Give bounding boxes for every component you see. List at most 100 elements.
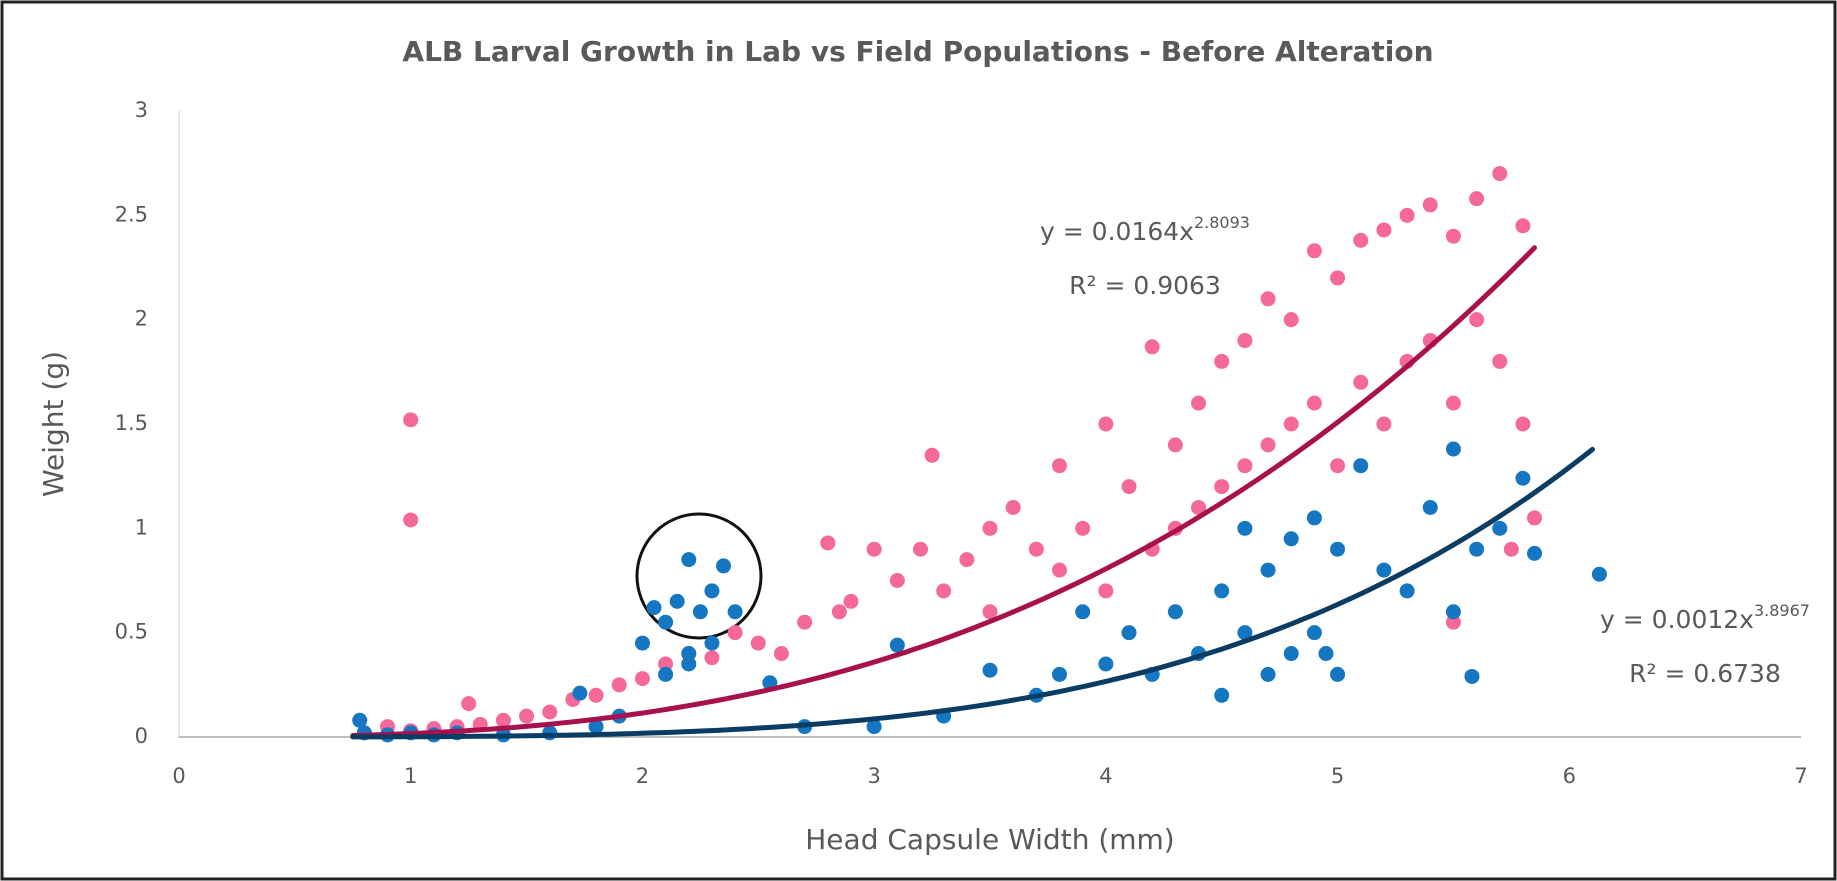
point <box>704 650 720 666</box>
point <box>704 635 720 651</box>
point <box>646 600 662 616</box>
point <box>1214 687 1230 703</box>
point <box>1306 510 1322 526</box>
point <box>750 635 766 651</box>
point <box>1098 656 1114 672</box>
point <box>1492 166 1508 182</box>
point <box>1376 416 1392 432</box>
point <box>1306 243 1322 259</box>
point <box>1121 479 1137 495</box>
point <box>519 708 535 724</box>
point <box>1052 562 1068 578</box>
point <box>1191 395 1207 411</box>
point <box>866 719 882 735</box>
point <box>889 573 905 588</box>
point <box>1214 353 1230 369</box>
equation-text: y = 0.0012x <box>1600 605 1754 634</box>
point <box>1445 228 1461 244</box>
point <box>820 535 836 551</box>
equation-exponent: 2.8093 <box>1194 213 1250 232</box>
point <box>982 520 998 536</box>
point <box>588 687 604 703</box>
point <box>1167 437 1183 453</box>
chart-title: ALB Larval Growth in Lab vs Field Popula… <box>402 35 1433 68</box>
point <box>658 656 674 672</box>
point <box>1260 562 1276 578</box>
y-axis-label: Weight (g) <box>37 351 70 497</box>
point <box>692 604 708 620</box>
point <box>681 646 697 662</box>
point <box>1515 470 1531 486</box>
point <box>1469 191 1485 207</box>
point <box>1445 441 1461 457</box>
point <box>1260 666 1276 682</box>
point <box>1005 499 1021 515</box>
point <box>889 637 905 653</box>
point <box>1464 668 1480 684</box>
point <box>1399 207 1415 223</box>
point <box>1306 625 1322 641</box>
point <box>1330 270 1346 286</box>
point <box>1075 520 1091 536</box>
point <box>1283 312 1299 328</box>
point <box>1376 562 1392 578</box>
point <box>588 719 604 735</box>
point <box>924 447 940 463</box>
point <box>1260 437 1276 453</box>
point <box>495 712 511 728</box>
point <box>1214 479 1230 495</box>
point <box>669 593 685 609</box>
point <box>1515 416 1531 432</box>
point <box>1422 197 1438 213</box>
point <box>1445 604 1461 620</box>
point <box>1098 416 1114 432</box>
trendline <box>350 446 1595 740</box>
point <box>727 625 743 641</box>
point <box>1399 583 1415 599</box>
point <box>773 646 789 662</box>
equation-exponent: 3.8967 <box>1754 601 1810 620</box>
point <box>1283 646 1299 662</box>
point <box>843 593 859 609</box>
point <box>1318 646 1334 662</box>
point <box>403 512 419 528</box>
point <box>634 671 650 687</box>
point <box>1445 614 1461 630</box>
y-tick-label: 1 <box>135 515 148 539</box>
y-tick-label: 2.5 <box>115 202 148 226</box>
y-tick-label: 1.5 <box>115 411 148 435</box>
point <box>936 583 952 599</box>
point <box>831 604 847 620</box>
trendline-equation: y = 0.0012x3.8967 <box>1600 601 1810 635</box>
point <box>403 412 419 428</box>
y-tick-label: 3 <box>135 98 148 122</box>
x-tick-label: 0 <box>172 764 185 788</box>
point <box>461 696 477 712</box>
point <box>1492 520 1508 536</box>
point <box>716 558 732 574</box>
trendline <box>350 245 1537 738</box>
point <box>1353 374 1369 390</box>
point <box>681 552 697 568</box>
point <box>704 583 720 599</box>
point <box>1527 545 1543 561</box>
point <box>912 541 928 557</box>
point <box>1469 541 1485 557</box>
point <box>1121 625 1137 641</box>
point <box>982 604 998 620</box>
point <box>866 541 882 557</box>
x-tick-label: 7 <box>1794 764 1807 788</box>
point <box>1330 666 1346 682</box>
point <box>1260 291 1276 307</box>
point <box>1445 395 1461 411</box>
x-axis-label: Head Capsule Width (mm) <box>805 823 1174 856</box>
y-tick-label: 0.5 <box>115 620 148 644</box>
point <box>1353 458 1369 474</box>
point <box>1591 566 1607 582</box>
r-squared: R² = 0.9063 <box>1069 271 1221 300</box>
point <box>1098 583 1114 599</box>
point <box>1353 232 1369 248</box>
point <box>959 552 975 568</box>
point <box>1144 339 1160 355</box>
